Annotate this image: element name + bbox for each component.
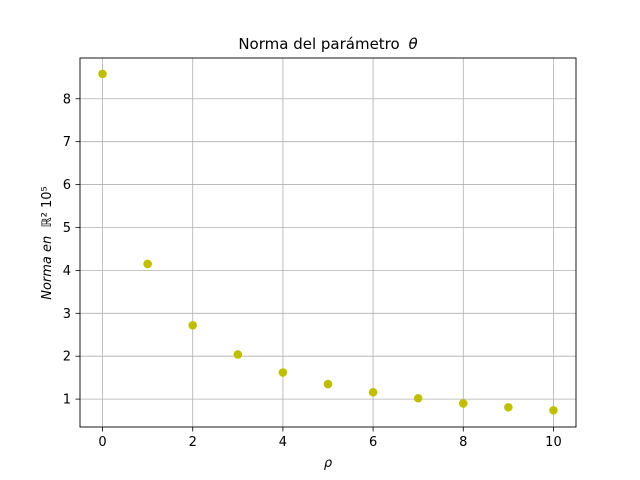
x-tick-label: 4 <box>279 435 287 450</box>
x-tick-label: 8 <box>459 435 467 450</box>
y-axis-label-rest: ℝ² 10⁵ <box>40 186 55 227</box>
x-tick-label: 0 <box>98 435 106 450</box>
data-point <box>549 405 558 415</box>
x-tick-label: 2 <box>189 435 197 450</box>
data-point <box>188 321 198 330</box>
data-point <box>278 368 288 377</box>
y-axis-label-italic: Norma en <box>40 236 55 300</box>
y-tick-label: 3 <box>63 307 71 322</box>
x-tick-label: 6 <box>369 435 377 450</box>
chart-title-symbol: θ <box>408 35 417 53</box>
x-axis-label: ρ <box>324 456 333 471</box>
data-point <box>143 259 152 269</box>
data-point <box>323 379 333 389</box>
x-tick-label: 10 <box>545 435 562 450</box>
data-point <box>458 399 468 408</box>
data-point <box>233 350 243 359</box>
data-point <box>368 387 378 397</box>
data-point <box>504 402 513 412</box>
y-tick-label: 5 <box>63 221 71 236</box>
y-tick-label: 1 <box>63 393 71 408</box>
y-axis-label: Norma en ℝ² 10⁵ <box>40 186 55 300</box>
y-tick-label: 7 <box>63 135 71 150</box>
chart-title-text: Norma del parámetro <box>238 35 399 53</box>
plot-frame <box>79 57 577 428</box>
data-point <box>413 393 423 403</box>
y-tick-label: 8 <box>63 92 71 107</box>
data-point <box>98 69 107 79</box>
y-tick-label: 6 <box>63 178 71 193</box>
chart-title: Norma del parámetro θ <box>238 35 417 53</box>
y-tick-label: 4 <box>63 264 71 279</box>
y-tick-label: 2 <box>63 350 71 365</box>
